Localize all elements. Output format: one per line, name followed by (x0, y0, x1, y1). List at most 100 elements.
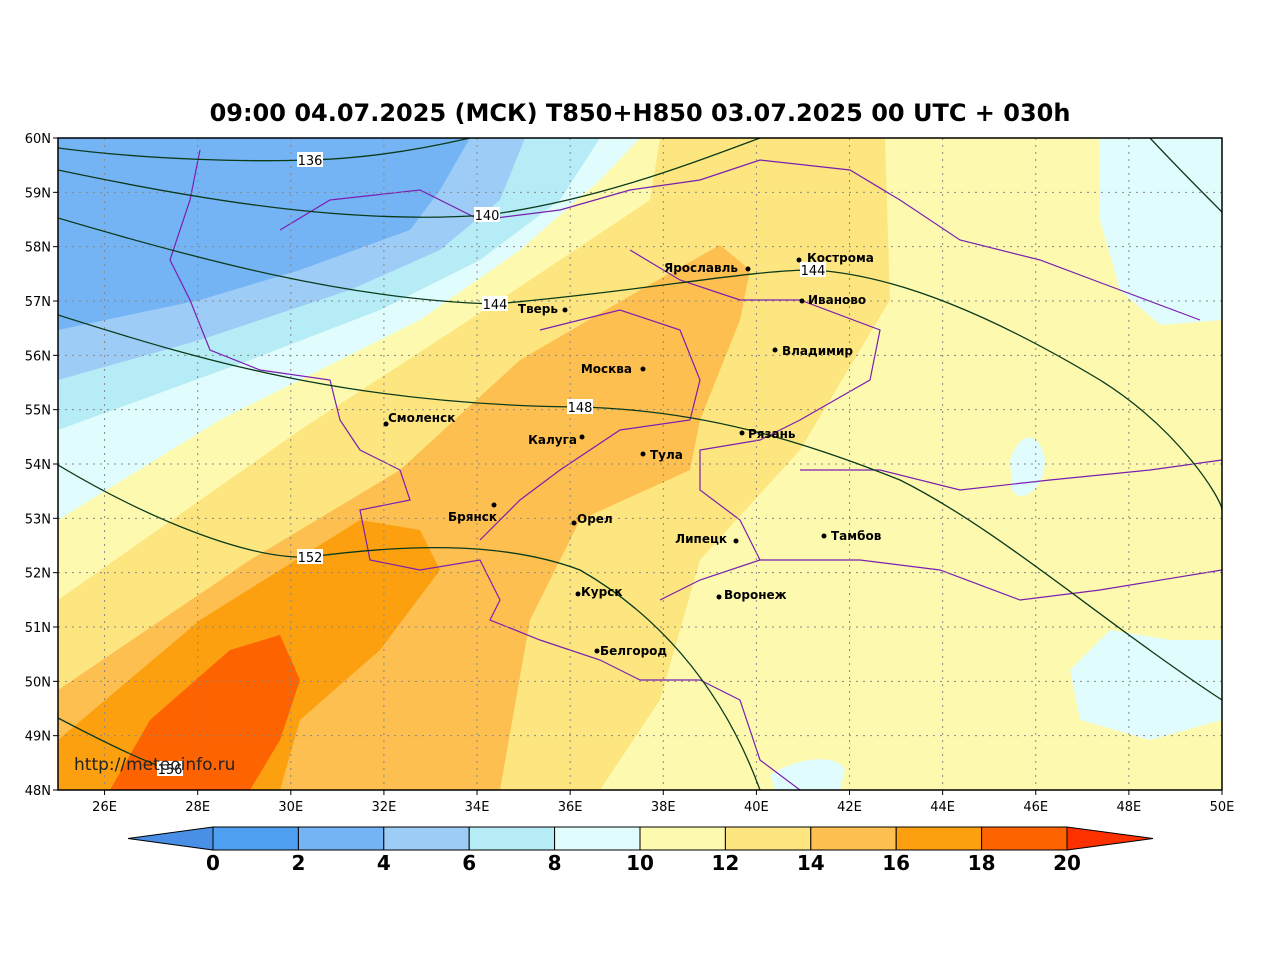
colorbar-segment (810, 826, 897, 851)
city-label: Тамбов (831, 529, 882, 543)
lat-label: 51N (25, 621, 51, 636)
city-dot (772, 347, 778, 353)
city-label: Курск (581, 585, 622, 599)
city-label: Тверь (518, 302, 559, 316)
colorbar: 0 2 4 6 8 10 12 14 16 18 20 (127, 826, 1154, 875)
contour-label-bg (157, 761, 183, 776)
city-label: Рязань (748, 427, 796, 441)
city-label: Калуга (528, 433, 577, 447)
contour-label-bg (800, 262, 826, 277)
lat-label: 56N (25, 349, 51, 364)
lon-label: 42E (837, 800, 862, 815)
city-label: Владимир (782, 344, 853, 358)
city-label: Кострома (807, 251, 874, 265)
contour-label: 148 (568, 401, 593, 416)
lon-label: 40E (744, 800, 769, 815)
city-dot (799, 298, 805, 304)
city-dot (491, 502, 497, 508)
title: 09:00 04.07.2025 (МСК) T850+H850 03.07.2… (210, 99, 1071, 127)
lat-label: 60N (25, 132, 51, 147)
city-label: Москва (581, 362, 632, 376)
lon-label: 38E (651, 800, 676, 815)
city-label: Иваново (808, 293, 866, 307)
colorbar-label: 6 (462, 851, 476, 875)
city-dot (745, 266, 751, 272)
colorbar-segment (383, 826, 470, 851)
lon-label: 30E (278, 800, 303, 815)
city-dot (640, 451, 646, 457)
colorbar-label: 16 (882, 851, 910, 875)
lat-label: 52N (25, 567, 51, 582)
colorbar-label: 4 (377, 851, 391, 875)
lat-label: 57N (25, 295, 51, 310)
lat-label: 53N (25, 512, 51, 527)
lat-label: 59N (25, 186, 51, 201)
contour-label: 152 (298, 551, 323, 566)
contour-label-bg (297, 152, 323, 167)
lat-label: 49N (25, 730, 51, 745)
colorbar-label: 0 (206, 851, 220, 875)
lon-label: 48E (1116, 800, 1141, 815)
lon-label: 36E (558, 800, 583, 815)
colorbar-label: 18 (968, 851, 996, 875)
contour-label: 136 (298, 154, 323, 169)
colorbar-label: 8 (548, 851, 562, 875)
city-dot (716, 594, 722, 600)
city-dot (571, 520, 577, 526)
contour-label-bg (482, 296, 508, 311)
city-dot (383, 421, 389, 427)
colorbar-segment (554, 826, 641, 851)
lat-label: 58N (25, 241, 51, 256)
lon-label: 34E (465, 800, 490, 815)
city-label: Орел (577, 512, 613, 526)
city-label: Липецк (675, 532, 727, 546)
labels: 60N 59N 58N 57N 56N 55N 54N 53N 52N 51N 50N 49N 48N 2… (25, 132, 1235, 815)
colorbar-label: 20 (1053, 851, 1081, 875)
lon-label: 32E (372, 800, 397, 815)
city-label: Белгород (600, 644, 667, 658)
colorbar-segment (724, 826, 812, 851)
city-label: Тула (650, 448, 683, 462)
lat-label: 54N (25, 458, 51, 473)
city-dot (733, 538, 739, 544)
colorbar-label: 10 (626, 851, 654, 875)
city-label: Смоленск (388, 411, 455, 425)
contour-label: 144 (483, 298, 508, 313)
colorbar-segment (297, 826, 385, 851)
city-label: Ярославль (664, 261, 738, 275)
lon-label: 26E (92, 800, 117, 815)
colorbar-segment (212, 826, 299, 851)
city-dot (821, 533, 827, 539)
contour-label-bg (474, 207, 500, 222)
city-dot (575, 591, 581, 597)
lon-label: 44E (930, 800, 955, 815)
city-dot (739, 430, 745, 436)
colorbar-segment (981, 826, 1068, 851)
contour-label: 144 (801, 264, 826, 279)
lon-label: 28E (185, 800, 210, 815)
lon-label: 50E (1210, 800, 1235, 815)
borders (169, 149, 1222, 790)
colorbar-label: 12 (711, 851, 739, 875)
contour-label-bg (297, 549, 323, 564)
colorbar-label: 2 (291, 851, 305, 875)
city-dot (640, 366, 646, 372)
colorbar-segment (895, 826, 983, 851)
contour-label-bg (567, 399, 593, 414)
city-label: Воронеж (724, 588, 787, 602)
colorbar-extend-low (127, 826, 214, 851)
contour-label: 156 (158, 763, 183, 778)
lat-label: 50N (25, 675, 51, 690)
colorbar-segment (639, 826, 726, 851)
grid (58, 138, 1222, 790)
city-dot (594, 648, 600, 654)
city-dot (796, 257, 802, 263)
lat-label: 55N (25, 404, 51, 419)
city-dot (579, 434, 585, 440)
city-label: Брянск (448, 510, 497, 524)
lon-label: 46E (1023, 800, 1048, 815)
colorbar-label: 14 (797, 851, 825, 875)
city-dot (562, 307, 568, 313)
lat-label: 48N (25, 784, 51, 799)
